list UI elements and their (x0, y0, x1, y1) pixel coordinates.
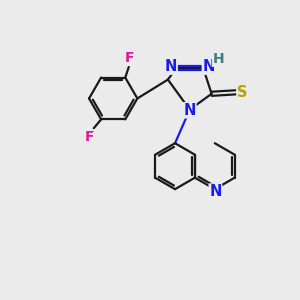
Text: S: S (237, 85, 247, 100)
Text: N: N (165, 59, 177, 74)
Text: H: H (213, 52, 224, 66)
Text: F: F (85, 130, 94, 144)
Text: N: N (184, 103, 196, 118)
Text: F: F (124, 51, 134, 65)
Text: N: N (202, 59, 215, 74)
Text: N: N (209, 184, 222, 199)
